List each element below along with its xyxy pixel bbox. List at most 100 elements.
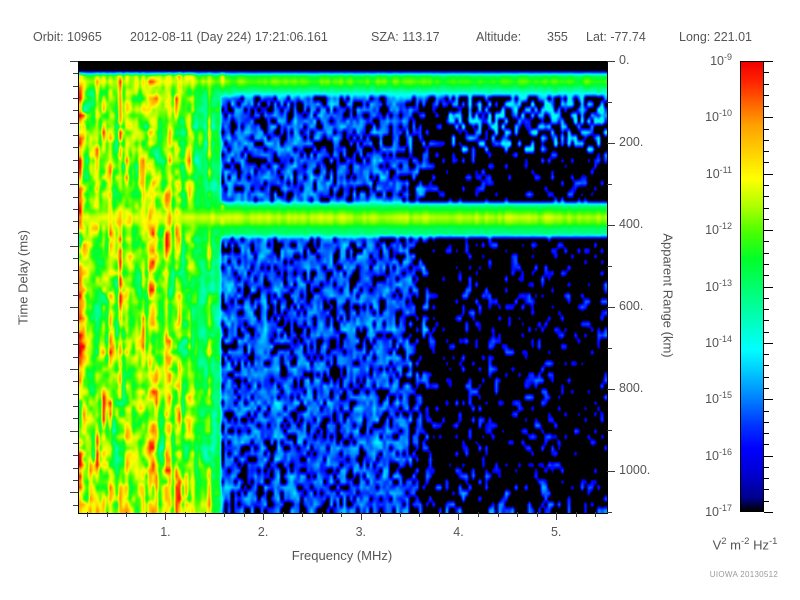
altitude-value: 355 [547,30,568,44]
colorbar-major-tick [764,343,773,344]
y-axis-minor-tick [73,135,78,136]
y-axis-minor-tick [73,455,78,456]
y-axis-minor-tick [73,344,78,345]
colorbar-major-tick [764,399,773,400]
colorbar-minor-tick [764,411,769,412]
colorbar-minor-tick [764,309,769,310]
latitude-label: Lat: -77.74 [586,30,646,44]
y-axis-minor-tick [73,320,78,321]
colorbar-major-tick [764,61,773,62]
y2-axis-major-tick [607,471,615,472]
y-axis-minor-tick [73,443,78,444]
x-axis-minor-tick [224,512,225,517]
y-axis-major-tick [70,123,78,124]
colorbar-major-tick [764,230,773,231]
y-axis-minor-tick [73,160,78,161]
y-axis-minor-tick [73,283,78,284]
apparent-range-axis: 0. 200. 400. 600. 800. 1000. [607,0,717,600]
colorbar-minor-tick [764,422,769,423]
y-axis-minor-tick [73,233,78,234]
y2-axis-tick-label: 400. [619,217,644,231]
y-axis-minor-tick [73,332,78,333]
colorbar-minor-tick [764,298,769,299]
y-axis-minor-tick [73,381,78,382]
frequency-axis: Frequency (MHz) 1. 2. 3. 4. 5. [0,512,800,572]
colorbar-tick-label: 10-14 [705,333,732,351]
y2-axis-minor-tick [607,348,612,349]
orbit-label: Orbit: 10965 [33,30,102,44]
y2-axis-minor-tick [607,102,612,103]
y-axis-minor-tick [73,209,78,210]
x-axis-tick-label: 1. [160,525,171,539]
x-axis-minor-tick [478,512,479,517]
x-axis-tick-label: 3. [355,525,367,539]
colorbar-major-tick [764,456,773,457]
colorbar-minor-tick [764,444,769,445]
y-axis-major-tick [70,184,78,185]
y-axis-major-tick [70,246,78,247]
colorbar-minor-tick [764,84,769,85]
y-axis-major-tick [70,307,78,308]
y2-axis-tick-label: 200. [619,135,644,149]
y-axis-minor-tick [73,147,78,148]
y2-axis-tick-label: 600. [619,299,644,313]
y-axis-minor-tick [73,295,78,296]
colorbar-minor-tick [764,501,769,502]
x-axis-minor-tick [498,512,499,517]
x-axis-minor-tick [595,512,596,517]
credit-label: UIOWA 20130512 [709,570,779,579]
x-axis-major-tick [165,512,166,520]
x-axis-tick-label: 5. [550,525,562,539]
colorbar-minor-tick [764,275,769,276]
y-axis-minor-tick [73,197,78,198]
ionogram-heatmap-canvas [79,62,607,513]
colorbar-minor-tick [764,241,769,242]
x-axis-minor-tick [205,512,206,517]
y-axis-minor-tick [73,505,78,506]
y2-axis-major-tick [607,389,615,390]
y-axis-minor-tick [73,270,78,271]
x-axis-minor-tick [107,512,108,517]
colorbar-minor-tick [764,219,769,220]
colorbar-tick-label: 10-10 [705,108,732,125]
x-axis-minor-tick [322,512,323,517]
y-axis-minor-tick [73,480,78,481]
colorbar-minor-tick [764,332,769,333]
x-axis-major-tick [263,512,264,520]
y-axis-major-tick [70,369,78,370]
y2-axis-tick-label: 1000. [619,463,651,477]
y-axis-minor-tick [73,357,78,358]
colorbar-minor-tick [764,467,769,468]
x-axis-minor-tick [517,512,518,517]
colorbar-minor-tick [764,140,769,141]
y2-axis-minor-tick [607,266,612,267]
y2-axis-major-tick [607,61,615,62]
x-axis-minor-tick [576,512,577,517]
x-axis-minor-tick [341,512,342,517]
colorbar-major-tick [764,174,773,175]
colorbar-minor-tick [764,95,769,96]
colorbar-major-tick [764,117,773,118]
colorbar-minor-tick [764,185,769,186]
colorbar-tick-label: 10-16 [705,446,732,463]
x-axis-tick-label: 2. [257,525,269,539]
y2-axis-tick-label: 0. [619,53,630,67]
longitude-label: Long: 221.01 [679,30,752,44]
y-axis-major-tick [70,492,78,493]
time-delay-axis: 0.1.2.3.4.5.6.7. [0,0,78,600]
colorbar-minor-tick [764,478,769,479]
colorbar-tick-label: 10-17 [705,503,732,520]
x-axis-minor-tick [302,512,303,517]
apparent-range-axis-label: Apparent Range (km) [660,233,676,358]
y2-axis-tick-label: 800. [619,381,644,395]
colorbar-minor-tick [764,106,769,107]
colorbar-minor-tick [764,433,769,434]
colorbar-tick-label: 10-15 [705,390,732,407]
y-axis-major-tick [70,61,78,62]
colorbar-minor-tick [764,253,769,254]
y2-axis-minor-tick [607,184,612,185]
x-axis-minor-tick [126,512,127,517]
y-axis-minor-tick [73,110,78,111]
y-axis-minor-tick [73,172,78,173]
x-axis-major-tick [361,512,362,520]
